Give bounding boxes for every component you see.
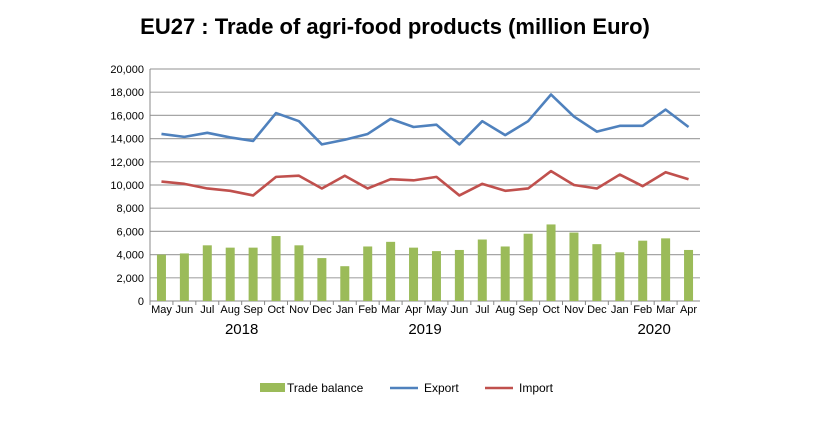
x-tick-label: Jul — [200, 304, 214, 316]
x-tick-label: Jan — [611, 304, 629, 316]
x-tick-label: Oct — [267, 304, 284, 316]
y-tick-label: 12,000 — [110, 157, 144, 169]
y-tick-label: 18,000 — [110, 87, 144, 99]
y-tick-label: 8,000 — [116, 203, 144, 215]
bar-trade-balance — [248, 247, 258, 301]
bar-trade-balance — [386, 241, 396, 301]
y-tick-label: 4,000 — [116, 250, 144, 262]
legend-label: Export — [424, 381, 459, 395]
x-tick-label: Jan — [336, 304, 354, 316]
x-tick-label: May — [426, 304, 447, 316]
bar-trade-balance — [477, 239, 487, 301]
x-tick-label: Sep — [243, 304, 263, 316]
x-tick-label: Feb — [633, 304, 652, 316]
bar-trade-balance — [661, 238, 671, 301]
y-tick-label: 6,000 — [116, 226, 144, 238]
x-tick-label: May — [151, 304, 172, 316]
bar-trade-balance — [454, 249, 464, 301]
chart-title: EU27 : Trade of agri-food products (mill… — [140, 14, 650, 39]
bar-trade-balance — [340, 266, 350, 301]
x-tick-label: Apr — [680, 304, 697, 316]
x-tick-label: Apr — [405, 304, 422, 316]
x-tick-label: Jun — [451, 304, 469, 316]
line-export — [161, 93, 690, 146]
x-tick-label: Jun — [176, 304, 194, 316]
x-tick-label: Sep — [518, 304, 538, 316]
x-tick-label: Nov — [289, 304, 309, 316]
y-tick-label: 16,000 — [110, 110, 144, 122]
bar-trade-balance — [684, 249, 694, 301]
x-tick-label: Jul — [475, 304, 489, 316]
bar-trade-balance — [592, 244, 602, 301]
line-import — [161, 169, 689, 197]
bar-trade-balance — [225, 247, 235, 301]
y-tick-label: 0 — [138, 296, 144, 308]
bar-trade-balance — [523, 233, 533, 301]
year-label: 2020 — [637, 321, 670, 338]
bar-trade-balance — [409, 247, 419, 301]
x-tick-label: Mar — [381, 304, 400, 316]
x-tick-label: Dec — [312, 304, 332, 316]
bar-trade-balance — [615, 252, 625, 301]
bar-trade-balance — [638, 240, 648, 301]
y-tick-label: 20,000 — [110, 64, 144, 76]
x-tick-label: Oct — [542, 304, 559, 316]
bar-trade-balance — [179, 253, 189, 301]
legend-label: Import — [519, 381, 554, 395]
bar-trade-balance — [294, 245, 304, 301]
bar-trade-balance — [156, 254, 166, 301]
bar-trade-balance — [431, 251, 441, 301]
x-tick-label: Dec — [587, 304, 607, 316]
y-tick-label: 2,000 — [116, 273, 144, 285]
legend-swatch — [260, 383, 285, 392]
y-tick-label: 10,000 — [110, 180, 144, 192]
x-tick-label: Aug — [495, 304, 515, 316]
bar-trade-balance — [546, 224, 556, 301]
bar-trade-balance — [271, 236, 281, 301]
year-label: 2018 — [225, 321, 258, 338]
x-tick-label: Feb — [358, 304, 377, 316]
x-tick-label: Mar — [656, 304, 675, 316]
bar-trade-balance — [500, 246, 510, 301]
x-tick-label: Nov — [564, 304, 584, 316]
year-label: 2019 — [408, 321, 441, 338]
legend-label: Trade balance — [287, 381, 364, 395]
x-tick-label: Aug — [220, 304, 240, 316]
y-tick-label: 14,000 — [110, 134, 144, 146]
bar-trade-balance — [569, 232, 579, 301]
bar-trade-balance — [363, 246, 373, 301]
bar-trade-balance — [202, 245, 212, 301]
bar-trade-balance — [317, 258, 327, 301]
